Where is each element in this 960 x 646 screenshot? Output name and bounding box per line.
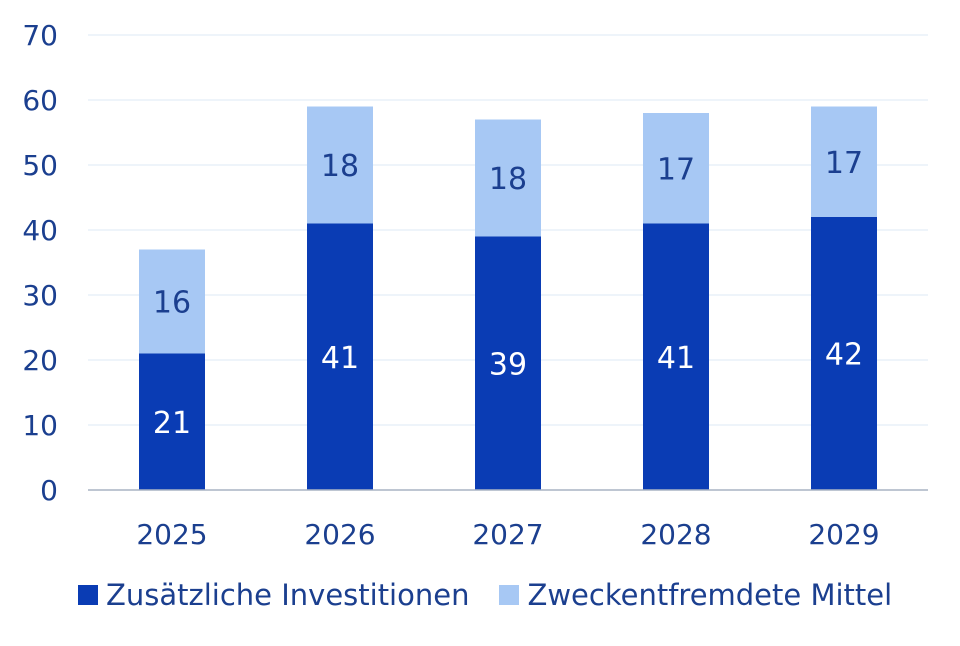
- legend: Zusätzliche Investitionen Zweckentfremde…: [78, 578, 922, 612]
- legend-swatch-diverted-funds: [499, 585, 520, 605]
- y-tick-label: 30: [22, 279, 58, 312]
- bars: 21 16 41 18 39 18 41 17 42 17: [139, 106, 877, 490]
- bar-segment-diverted-funds-2028: [643, 113, 709, 224]
- bar-segment-additional-investments-2029: [811, 217, 877, 490]
- bar-segment-diverted-funds-2025: [139, 249, 205, 354]
- legend-item-diverted-funds: Zweckentfremdete Mittel: [499, 578, 892, 612]
- bar-segment-diverted-funds-2027: [475, 119, 541, 237]
- x-tick-label: 2025: [136, 518, 207, 551]
- data-label: 16: [153, 286, 191, 321]
- bar-segment-additional-investments-2027: [475, 236, 541, 490]
- legend-item-additional-investments: Zusätzliche Investitionen: [78, 578, 469, 612]
- y-tick-label: 0: [40, 474, 58, 507]
- data-label: 41: [321, 341, 359, 376]
- y-tick-label: 10: [22, 409, 58, 442]
- x-tick-label: 2029: [808, 518, 879, 551]
- y-tick-label: 70: [22, 19, 58, 52]
- bar-segment-additional-investments-2026: [307, 223, 373, 490]
- x-tick-label: 2027: [472, 518, 543, 551]
- x-tick-label: 2026: [304, 518, 375, 551]
- legend-swatch-additional-investments: [78, 585, 98, 605]
- x-tick-label: 2028: [640, 518, 711, 551]
- data-label: 42: [825, 338, 863, 373]
- data-label: 21: [153, 406, 191, 441]
- data-label: 39: [489, 347, 527, 382]
- data-label: 17: [657, 152, 695, 187]
- x-axis: 2025 2026 2027 2028 2029: [88, 489, 928, 551]
- data-label: 17: [825, 146, 863, 181]
- y-tick-label: 50: [22, 149, 58, 182]
- y-axis: 0 10 20 30 40 50 60 70: [22, 19, 58, 507]
- bar-segment-additional-investments-2025: [139, 353, 205, 490]
- y-tick-label: 40: [22, 214, 58, 247]
- data-label: 18: [321, 149, 359, 184]
- bar-segment-additional-investments-2028: [643, 223, 709, 490]
- bar-segment-diverted-funds-2026: [307, 106, 373, 224]
- data-label: 18: [489, 162, 527, 197]
- bar-segment-diverted-funds-2029: [811, 106, 877, 217]
- legend-label-diverted-funds: Zweckentfremdete Mittel: [527, 578, 893, 612]
- data-label: 41: [657, 341, 695, 376]
- y-tick-label: 20: [22, 344, 58, 377]
- y-tick-label: 60: [22, 84, 58, 117]
- legend-label-additional-investments: Zusätzliche Investitionen: [106, 578, 470, 612]
